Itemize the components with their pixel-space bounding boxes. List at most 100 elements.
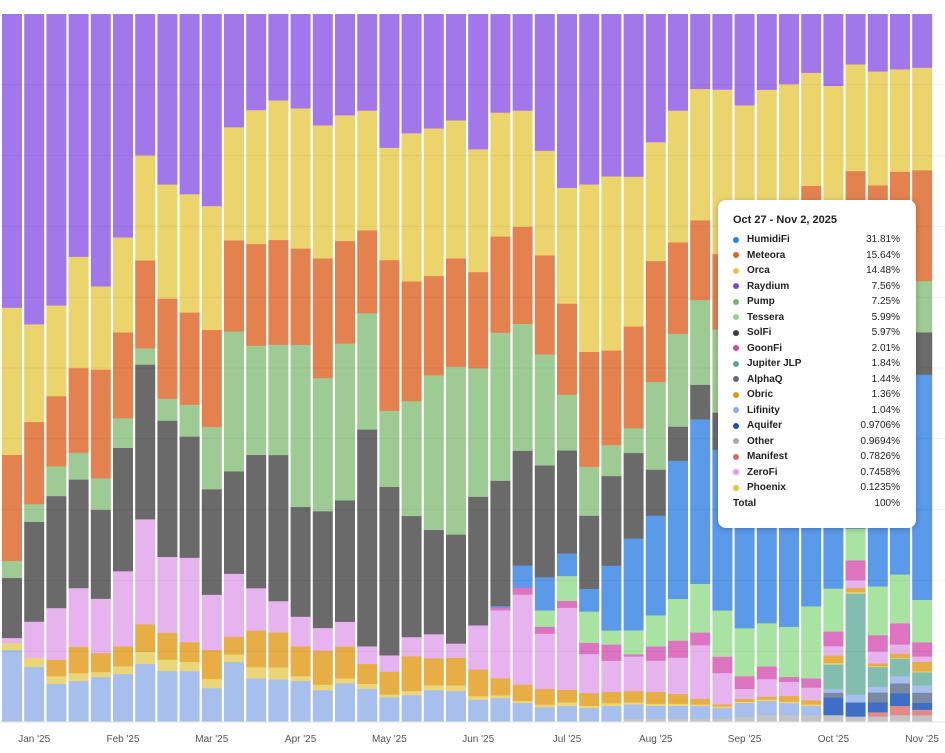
- bar-segment-jupiter-jlp[interactable]: [867, 666, 888, 687]
- bar-segment-orca[interactable]: [912, 67, 933, 171]
- bar-segment-goonfi[interactable]: [490, 607, 511, 611]
- bar-segment-aquifer[interactable]: [890, 693, 910, 707]
- bar-segment-phoenix[interactable]: [490, 695, 511, 699]
- bar-segment-phoenix[interactable]: [312, 684, 333, 691]
- bar-segment-pump[interactable]: [490, 332, 511, 481]
- bar-segment-phoenix[interactable]: [534, 704, 555, 708]
- bar-segment-pump[interactable]: [113, 417, 133, 449]
- bar-segment-raydium[interactable]: [290, 14, 311, 109]
- bar-segment-tessera[interactable]: [867, 586, 888, 636]
- bar-segment-raydium[interactable]: [734, 14, 755, 106]
- bar-segment-phoenix[interactable]: [446, 685, 466, 692]
- bar-segment-obric[interactable]: [357, 663, 378, 685]
- bar-segment-zerofi[interactable]: [801, 687, 822, 701]
- bar-segment-orca[interactable]: [490, 112, 511, 237]
- bar-segment-pump[interactable]: [512, 323, 533, 451]
- bar-segment-orca[interactable]: [379, 147, 400, 261]
- bar-segment-meteora[interactable]: [90, 369, 111, 479]
- bar-segment-lifinity[interactable]: [357, 688, 378, 723]
- bar-segment-other[interactable]: [845, 716, 866, 723]
- bar-segment-zerofi[interactable]: [579, 653, 600, 694]
- bar-segment-pump[interactable]: [90, 478, 111, 511]
- bar-segment-obric[interactable]: [157, 632, 178, 660]
- bar-segment-meteora[interactable]: [645, 260, 666, 383]
- bar-segment-goonfi[interactable]: [912, 642, 933, 657]
- bar-segment-raydium[interactable]: [423, 14, 444, 129]
- bar-segment-orca[interactable]: [90, 286, 111, 370]
- bar-segment-pump[interactable]: [157, 398, 178, 421]
- bar-segment-raydium[interactable]: [201, 14, 222, 207]
- bar-segment-manifest[interactable]: [890, 705, 910, 716]
- bar-segment-goonfi[interactable]: [779, 676, 799, 683]
- bar-segment-orca[interactable]: [446, 120, 466, 259]
- bar-segment-raydium[interactable]: [512, 14, 533, 111]
- bar-segment-raydium[interactable]: [534, 14, 555, 151]
- bar-segment-raydium[interactable]: [801, 14, 822, 73]
- bar-segment-solfi[interactable]: [90, 509, 111, 599]
- bar-segment-orca[interactable]: [224, 127, 244, 241]
- bar-segment-solfi[interactable]: [201, 489, 222, 595]
- bar-segment-raydium[interactable]: [823, 14, 844, 87]
- bar-segment-lifinity[interactable]: [268, 679, 289, 723]
- bar-segment-pump[interactable]: [579, 466, 600, 516]
- bar-segment-orca[interactable]: [512, 110, 533, 227]
- bar-segment-zerofi[interactable]: [668, 657, 688, 694]
- bar-segment-tessera[interactable]: [890, 574, 910, 624]
- bar-segment-aquifer[interactable]: [823, 697, 844, 716]
- bar-segment-obric[interactable]: [268, 632, 289, 668]
- bar-segment-orca[interactable]: [68, 256, 89, 369]
- bar-segment-phoenix[interactable]: [468, 695, 489, 700]
- bar-segment-raydium[interactable]: [24, 14, 45, 325]
- bar-segment-raydium[interactable]: [623, 14, 644, 177]
- bar-segment-other[interactable]: [668, 718, 688, 723]
- bar-segment-solfi[interactable]: [601, 475, 622, 566]
- bar-segment-solfi[interactable]: [579, 515, 600, 589]
- bar-segment-lifinity[interactable]: [68, 680, 89, 723]
- bar-segment-phoenix[interactable]: [579, 705, 600, 709]
- bar-segment-phoenix[interactable]: [90, 671, 111, 678]
- bar-segment-solfi[interactable]: [912, 332, 933, 375]
- bar-segment-orca[interactable]: [46, 305, 67, 397]
- bar-segment-other[interactable]: [690, 718, 711, 723]
- bar-segment-orca[interactable]: [24, 324, 45, 423]
- bar-segment-solfi[interactable]: [512, 450, 533, 566]
- bar-segment-raydium[interactable]: [113, 14, 133, 238]
- bar-segment-goonfi[interactable]: [712, 656, 733, 674]
- bar-segment-obric[interactable]: [68, 646, 89, 674]
- bar-segment-zerofi[interactable]: [357, 646, 378, 665]
- bar-segment-orca[interactable]: [268, 100, 289, 241]
- bar-segment-obric[interactable]: [468, 669, 489, 697]
- bar-segment-tessera[interactable]: [601, 630, 622, 645]
- bar-segment-tessera[interactable]: [557, 575, 577, 601]
- bar-segment-solfi[interactable]: [645, 469, 666, 516]
- bar-segment-zerofi[interactable]: [113, 571, 133, 647]
- bar-segment-orca[interactable]: [179, 194, 200, 313]
- bar-segment-goonfi[interactable]: [867, 635, 888, 652]
- bar-segment-solfi[interactable]: [490, 480, 511, 607]
- bar-segment-humidifi[interactable]: [645, 515, 666, 616]
- bar-segment-humidifi[interactable]: [623, 538, 644, 631]
- bar-segment-lifinity[interactable]: [690, 705, 711, 719]
- bar-segment-solfi[interactable]: [623, 452, 644, 539]
- bar-segment-pump[interactable]: [379, 410, 400, 488]
- bar-segment-meteora[interactable]: [912, 170, 933, 282]
- bar-segment-lifinity[interactable]: [224, 661, 244, 723]
- bar-segment-pump[interactable]: [268, 344, 289, 456]
- bar-segment-zerofi[interactable]: [712, 672, 733, 705]
- bar-segment-orca[interactable]: [201, 205, 222, 331]
- bar-segment-obric[interactable]: [668, 693, 688, 704]
- bar-segment-phoenix[interactable]: [779, 701, 799, 704]
- bar-segment-phoenix[interactable]: [645, 703, 666, 707]
- bar-segment-other[interactable]: [734, 717, 755, 723]
- bar-segment-raydium[interactable]: [845, 14, 866, 65]
- bar-segment-goonfi[interactable]: [512, 587, 533, 595]
- bar-segment-obric[interactable]: [312, 650, 333, 685]
- bar-segment-phoenix[interactable]: [179, 661, 200, 672]
- bar-segment-raydium[interactable]: [601, 14, 622, 177]
- bar-segment-zerofi[interactable]: [312, 627, 333, 651]
- bar-segment-pump[interactable]: [912, 280, 933, 333]
- bar-segment-raydium[interactable]: [379, 14, 400, 148]
- bar-segment-meteora[interactable]: [579, 351, 600, 467]
- bar-segment-raydium[interactable]: [401, 14, 422, 134]
- bar-segment-pump[interactable]: [335, 343, 355, 501]
